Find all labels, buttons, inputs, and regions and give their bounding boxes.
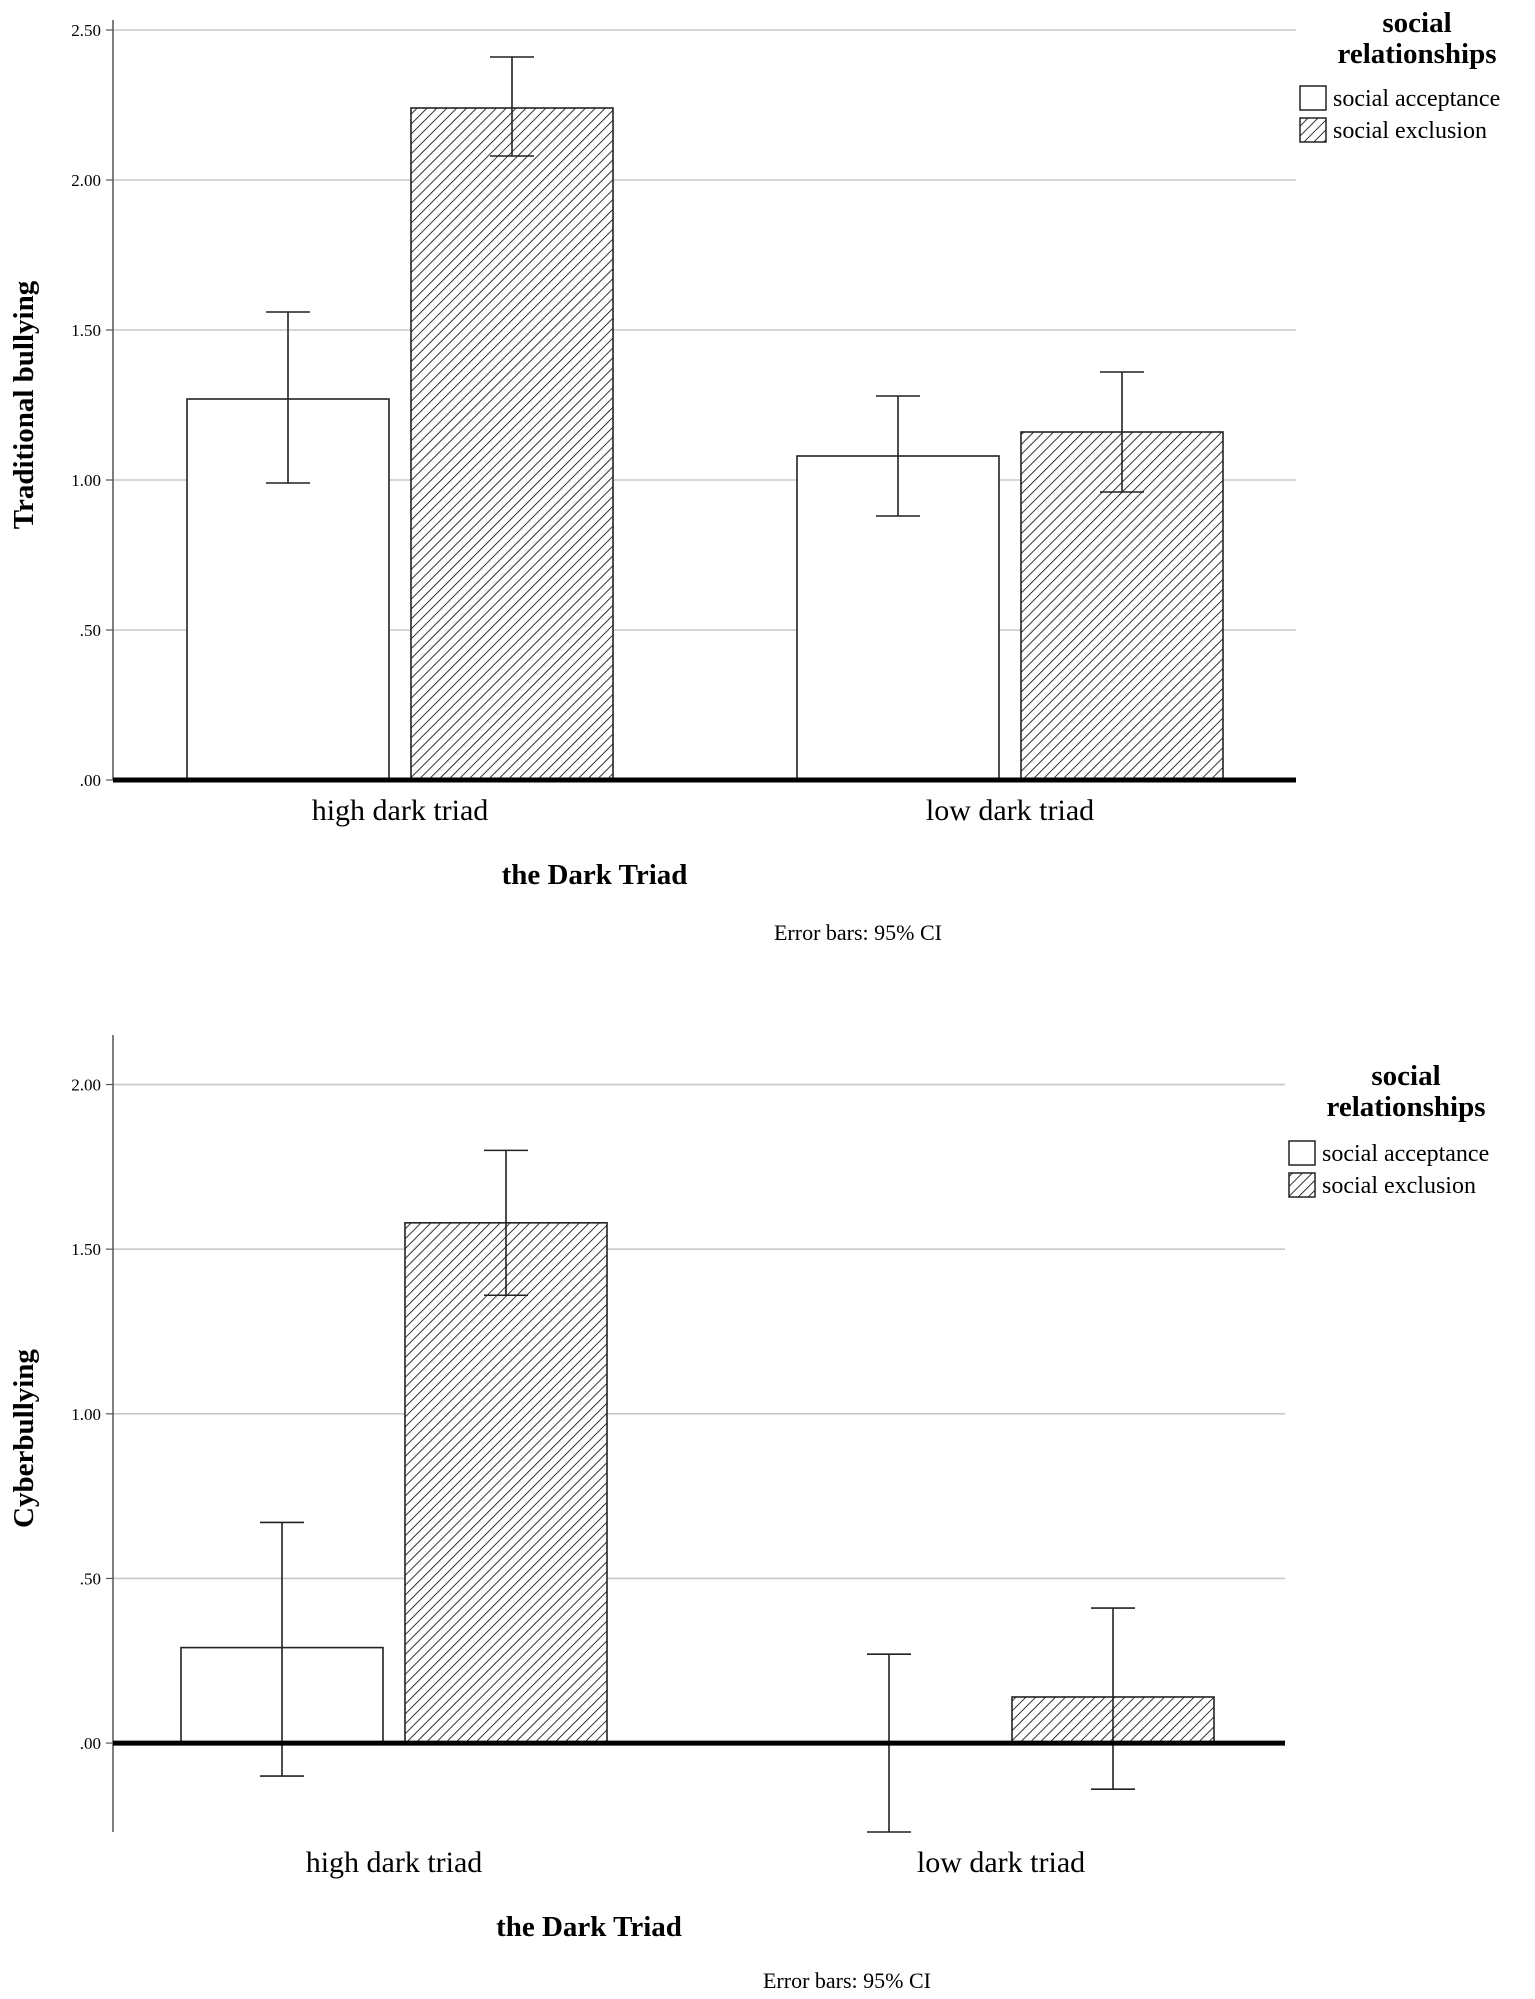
error-bars-note: Error bars: 95% CI [763, 1968, 931, 1993]
legend-title: relationships [1326, 1091, 1485, 1123]
x-category-label: low dark triad [917, 1846, 1085, 1879]
y-axis-title: Traditional bullying [8, 280, 40, 529]
x-axis-title: the Dark Triad [496, 1911, 682, 1943]
legend-title: social [1382, 7, 1451, 39]
legend-label: social exclusion [1333, 118, 1487, 144]
y-tick-label: 1.00 [71, 471, 101, 490]
y-tick-label: 2.50 [71, 21, 101, 40]
traditional-bullying-chart: .00 .50 1.00 1.50 2.00 2.50 high dark triad low… [8, 7, 1500, 945]
y-tick-label: 1.50 [71, 1240, 101, 1259]
error-bars-note: Error bars: 95% CI [774, 920, 942, 945]
x-category-label: high dark triad [312, 794, 489, 827]
y-axis-title: Cyberbullying [8, 1349, 40, 1528]
y-tick-label: 1.50 [71, 321, 101, 340]
y-tick-label: 2.00 [71, 1076, 101, 1095]
legend-label: social exclusion [1322, 1173, 1476, 1199]
bar-social-exclusion [410, 107, 614, 781]
x-category-label: low dark triad [926, 794, 1094, 827]
legend-title: relationships [1337, 38, 1496, 70]
cyberbullying-chart: .00 .50 1.00 1.50 2.00 high dark triad low dar… [8, 1035, 1489, 1993]
legend-title: social [1371, 1060, 1440, 1092]
legend-swatch [1288, 1140, 1316, 1166]
legend-swatch [1299, 85, 1327, 111]
y-tick-label: 2.00 [71, 171, 101, 190]
y-tick-label: .00 [80, 1734, 101, 1753]
legend-label: social acceptance [1322, 1141, 1489, 1167]
legend-swatch [1288, 1172, 1316, 1198]
x-category-label: high dark triad [306, 1846, 483, 1879]
legend-swatch [1299, 117, 1327, 143]
y-tick-label: 1.00 [71, 1405, 101, 1424]
x-axis-title: the Dark Triad [502, 859, 688, 891]
y-tick-label: .50 [80, 621, 101, 640]
y-tick-label: .50 [80, 1569, 101, 1588]
legend-label: social acceptance [1333, 86, 1500, 112]
y-tick-label: .00 [80, 771, 101, 790]
bar-social-exclusion [404, 1222, 608, 1744]
